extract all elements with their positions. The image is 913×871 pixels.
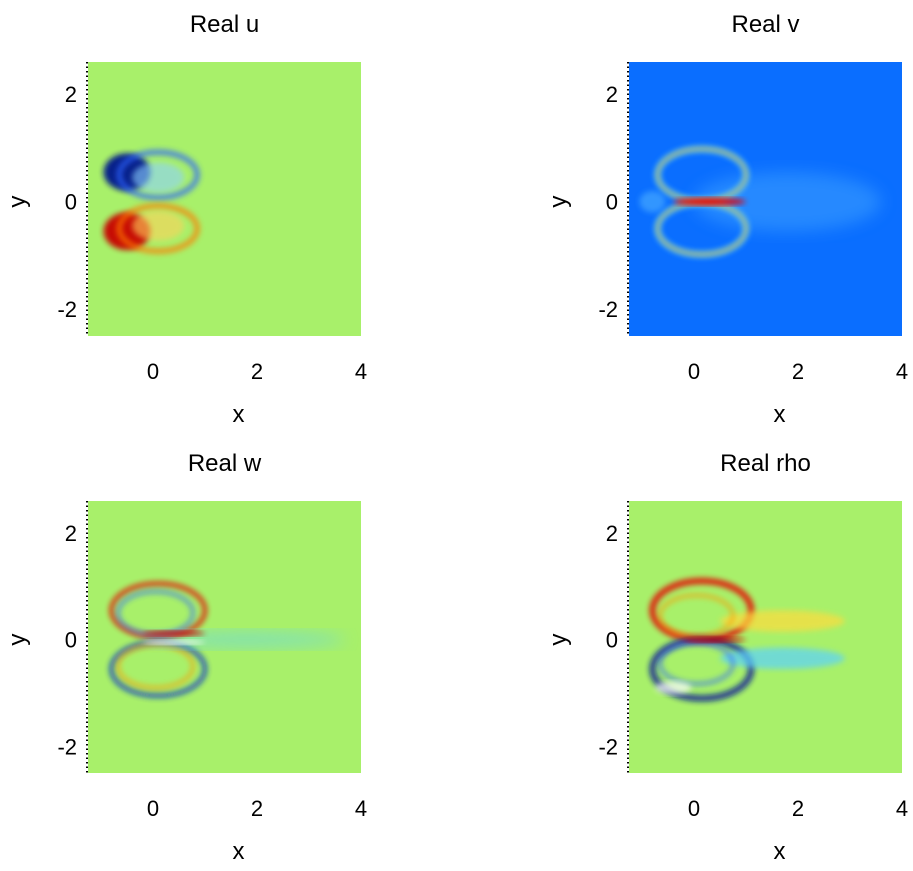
y-tick-label: 0 [606,190,618,215]
y-tick-label: 0 [65,628,77,653]
x-tick-label: 0 [147,796,159,821]
field-background [88,62,361,336]
x-tick-label: 4 [896,796,908,821]
y-axis-label: y [545,196,572,208]
field-feature-3 [116,643,195,690]
field-feature-5 [658,641,735,686]
x-axis-label: x [774,838,786,865]
y-tick-label: -2 [57,734,77,759]
x-tick-label: 0 [688,359,700,384]
chart-title: Real w [188,450,262,477]
field-feature-4 [132,162,185,193]
y-tick-label: 0 [65,190,77,215]
field-feature-5 [142,630,205,636]
x-tick-label: 0 [688,796,700,821]
x-axis-label: x [774,401,786,428]
x-tick-label: 2 [792,796,804,821]
field-background [629,501,902,773]
panel-1: Real u 0 2 4 2 0 -2 x y [4,11,367,428]
field-feature-5 [673,197,746,206]
chart-title: Real rho [720,450,811,477]
y-tick-label: 0 [606,628,618,653]
field-feature-6 [142,640,205,645]
field-feature-6 [683,637,746,643]
y-tick-label: 2 [606,82,618,107]
field-feature-3 [720,647,845,669]
x-axis-label: x [233,838,245,865]
x-tick-label: 2 [792,359,804,384]
field-feature-4 [658,593,735,638]
y-axis-label: y [4,196,31,208]
x-tick-label: 4 [355,359,367,384]
x-tick-label: 0 [147,359,159,384]
y-axis-label: y [545,634,572,646]
chart-title: Real v [731,11,799,38]
x-tick-label: 2 [251,796,263,821]
y-tick-label: 2 [65,82,77,107]
chart-title: Real u [190,11,259,38]
panel-3: Real w 0 2 4 2 0 -2 x y [4,450,367,865]
field-feature-7 [655,681,692,695]
y-axis-label: y [4,634,31,646]
x-tick-label: 2 [251,359,263,384]
field-feature-2 [116,149,200,200]
field-feature-3 [116,203,200,254]
y-tick-label: -2 [598,734,618,759]
y-tick-label: -2 [598,297,618,322]
field-feature-6 [639,190,666,213]
field-feature-5 [132,210,185,241]
y-tick-label: -2 [57,297,77,322]
panel-4: Real rho 0 2 4 2 0 -2 x y [545,450,908,865]
y-tick-label: 2 [65,521,77,546]
x-tick-label: 4 [896,359,908,384]
x-axis-label: x [233,401,245,428]
x-tick-label: 4 [355,796,367,821]
panel-2: Real v 0 2 4 2 0 -2 x y [545,11,908,428]
field-feature-2 [720,610,845,632]
y-tick-label: 2 [606,521,618,546]
